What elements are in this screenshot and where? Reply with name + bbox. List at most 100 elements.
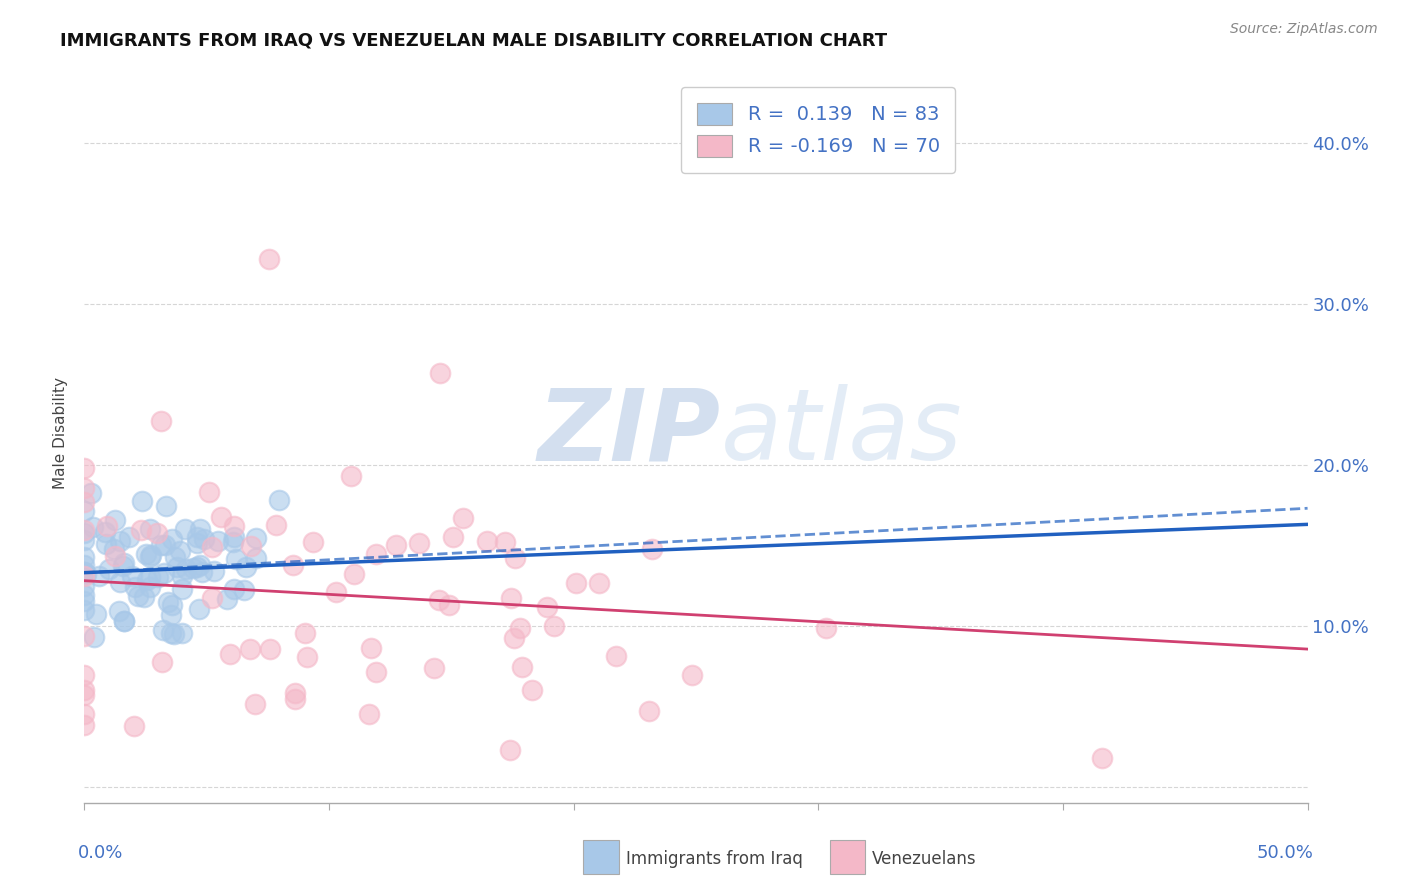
Point — [193, 532, 215, 546]
Point — [477, 533, 499, 548]
Point — [73, 603, 96, 617]
Text: 50.0%: 50.0% — [1257, 844, 1313, 862]
Point — [73, 667, 96, 681]
Point — [174, 522, 197, 536]
Point — [681, 668, 703, 682]
Text: IMMIGRANTS FROM IRAQ VS VENEZUELAN MALE DISABILITY CORRELATION CHART: IMMIGRANTS FROM IRAQ VS VENEZUELAN MALE … — [60, 32, 887, 50]
Point — [510, 660, 533, 674]
Point — [233, 583, 256, 598]
Point — [384, 538, 406, 552]
Point — [94, 525, 117, 540]
Point — [152, 624, 174, 638]
Point — [112, 614, 135, 628]
Point — [73, 683, 96, 698]
Point — [135, 547, 157, 561]
Point — [83, 630, 105, 644]
Point — [259, 642, 281, 657]
Legend: R =  0.139   N = 83, R = -0.169   N = 70: R = 0.139 N = 83, R = -0.169 N = 70 — [682, 87, 955, 173]
Point — [267, 493, 290, 508]
Point — [73, 688, 96, 702]
Point — [509, 621, 531, 635]
Point — [73, 461, 96, 475]
Point — [605, 648, 627, 663]
Text: 0.0%: 0.0% — [79, 844, 124, 862]
Point — [73, 629, 96, 643]
Point — [155, 499, 177, 513]
Point — [1091, 751, 1114, 765]
Point — [84, 607, 107, 622]
Point — [201, 540, 224, 554]
Point — [225, 552, 247, 566]
Point — [191, 565, 214, 579]
Point — [108, 533, 131, 548]
Point — [146, 526, 169, 541]
Point — [131, 524, 153, 538]
Point — [73, 588, 96, 602]
Point — [295, 649, 318, 664]
Point — [135, 573, 157, 587]
Point — [82, 520, 104, 534]
Point — [73, 594, 96, 608]
Point — [174, 561, 197, 575]
Point — [427, 592, 450, 607]
Point — [122, 719, 145, 733]
Point — [422, 661, 444, 675]
Point — [108, 604, 131, 618]
Point — [222, 534, 245, 549]
Point — [73, 503, 96, 517]
Text: Source: ZipAtlas.com: Source: ZipAtlas.com — [1230, 22, 1378, 37]
Point — [222, 518, 245, 533]
Point — [149, 414, 172, 428]
Point — [207, 534, 229, 549]
Point — [160, 608, 183, 623]
Point — [359, 707, 381, 722]
Point — [301, 535, 323, 549]
Point — [284, 691, 307, 706]
Point — [543, 619, 565, 633]
Text: ZIP: ZIP — [537, 384, 720, 481]
Text: atlas: atlas — [720, 384, 962, 481]
Point — [73, 495, 96, 509]
Point — [520, 683, 543, 698]
Point — [366, 547, 388, 561]
Point — [219, 647, 242, 661]
Point — [108, 574, 131, 589]
Point — [160, 532, 183, 546]
Point — [73, 578, 96, 592]
Point — [588, 575, 610, 590]
Point — [451, 511, 474, 525]
Point — [198, 485, 221, 500]
Point — [112, 615, 135, 629]
Point — [188, 558, 211, 573]
Point — [73, 481, 96, 495]
Point — [169, 544, 191, 558]
Point — [188, 522, 211, 536]
Point — [150, 538, 173, 552]
Y-axis label: Male Disability: Male Disability — [53, 376, 69, 489]
Point — [284, 686, 307, 700]
Point — [75, 567, 97, 582]
Point — [73, 550, 96, 565]
Point — [170, 626, 193, 640]
Point — [104, 513, 127, 527]
Point — [160, 626, 183, 640]
Point — [181, 561, 204, 575]
Point — [127, 589, 149, 603]
Point — [73, 569, 96, 583]
Point — [283, 558, 305, 572]
Point — [494, 535, 516, 549]
Point — [150, 655, 173, 669]
Point — [641, 542, 664, 557]
Point — [139, 570, 162, 584]
Point — [235, 560, 257, 574]
Point — [217, 591, 239, 606]
Point — [153, 566, 176, 580]
Point — [80, 486, 103, 500]
Point — [437, 598, 460, 612]
Point — [103, 542, 125, 557]
Point — [73, 706, 96, 721]
Point — [201, 591, 224, 605]
Point — [429, 366, 451, 380]
Point — [186, 530, 208, 544]
Point — [499, 591, 522, 606]
